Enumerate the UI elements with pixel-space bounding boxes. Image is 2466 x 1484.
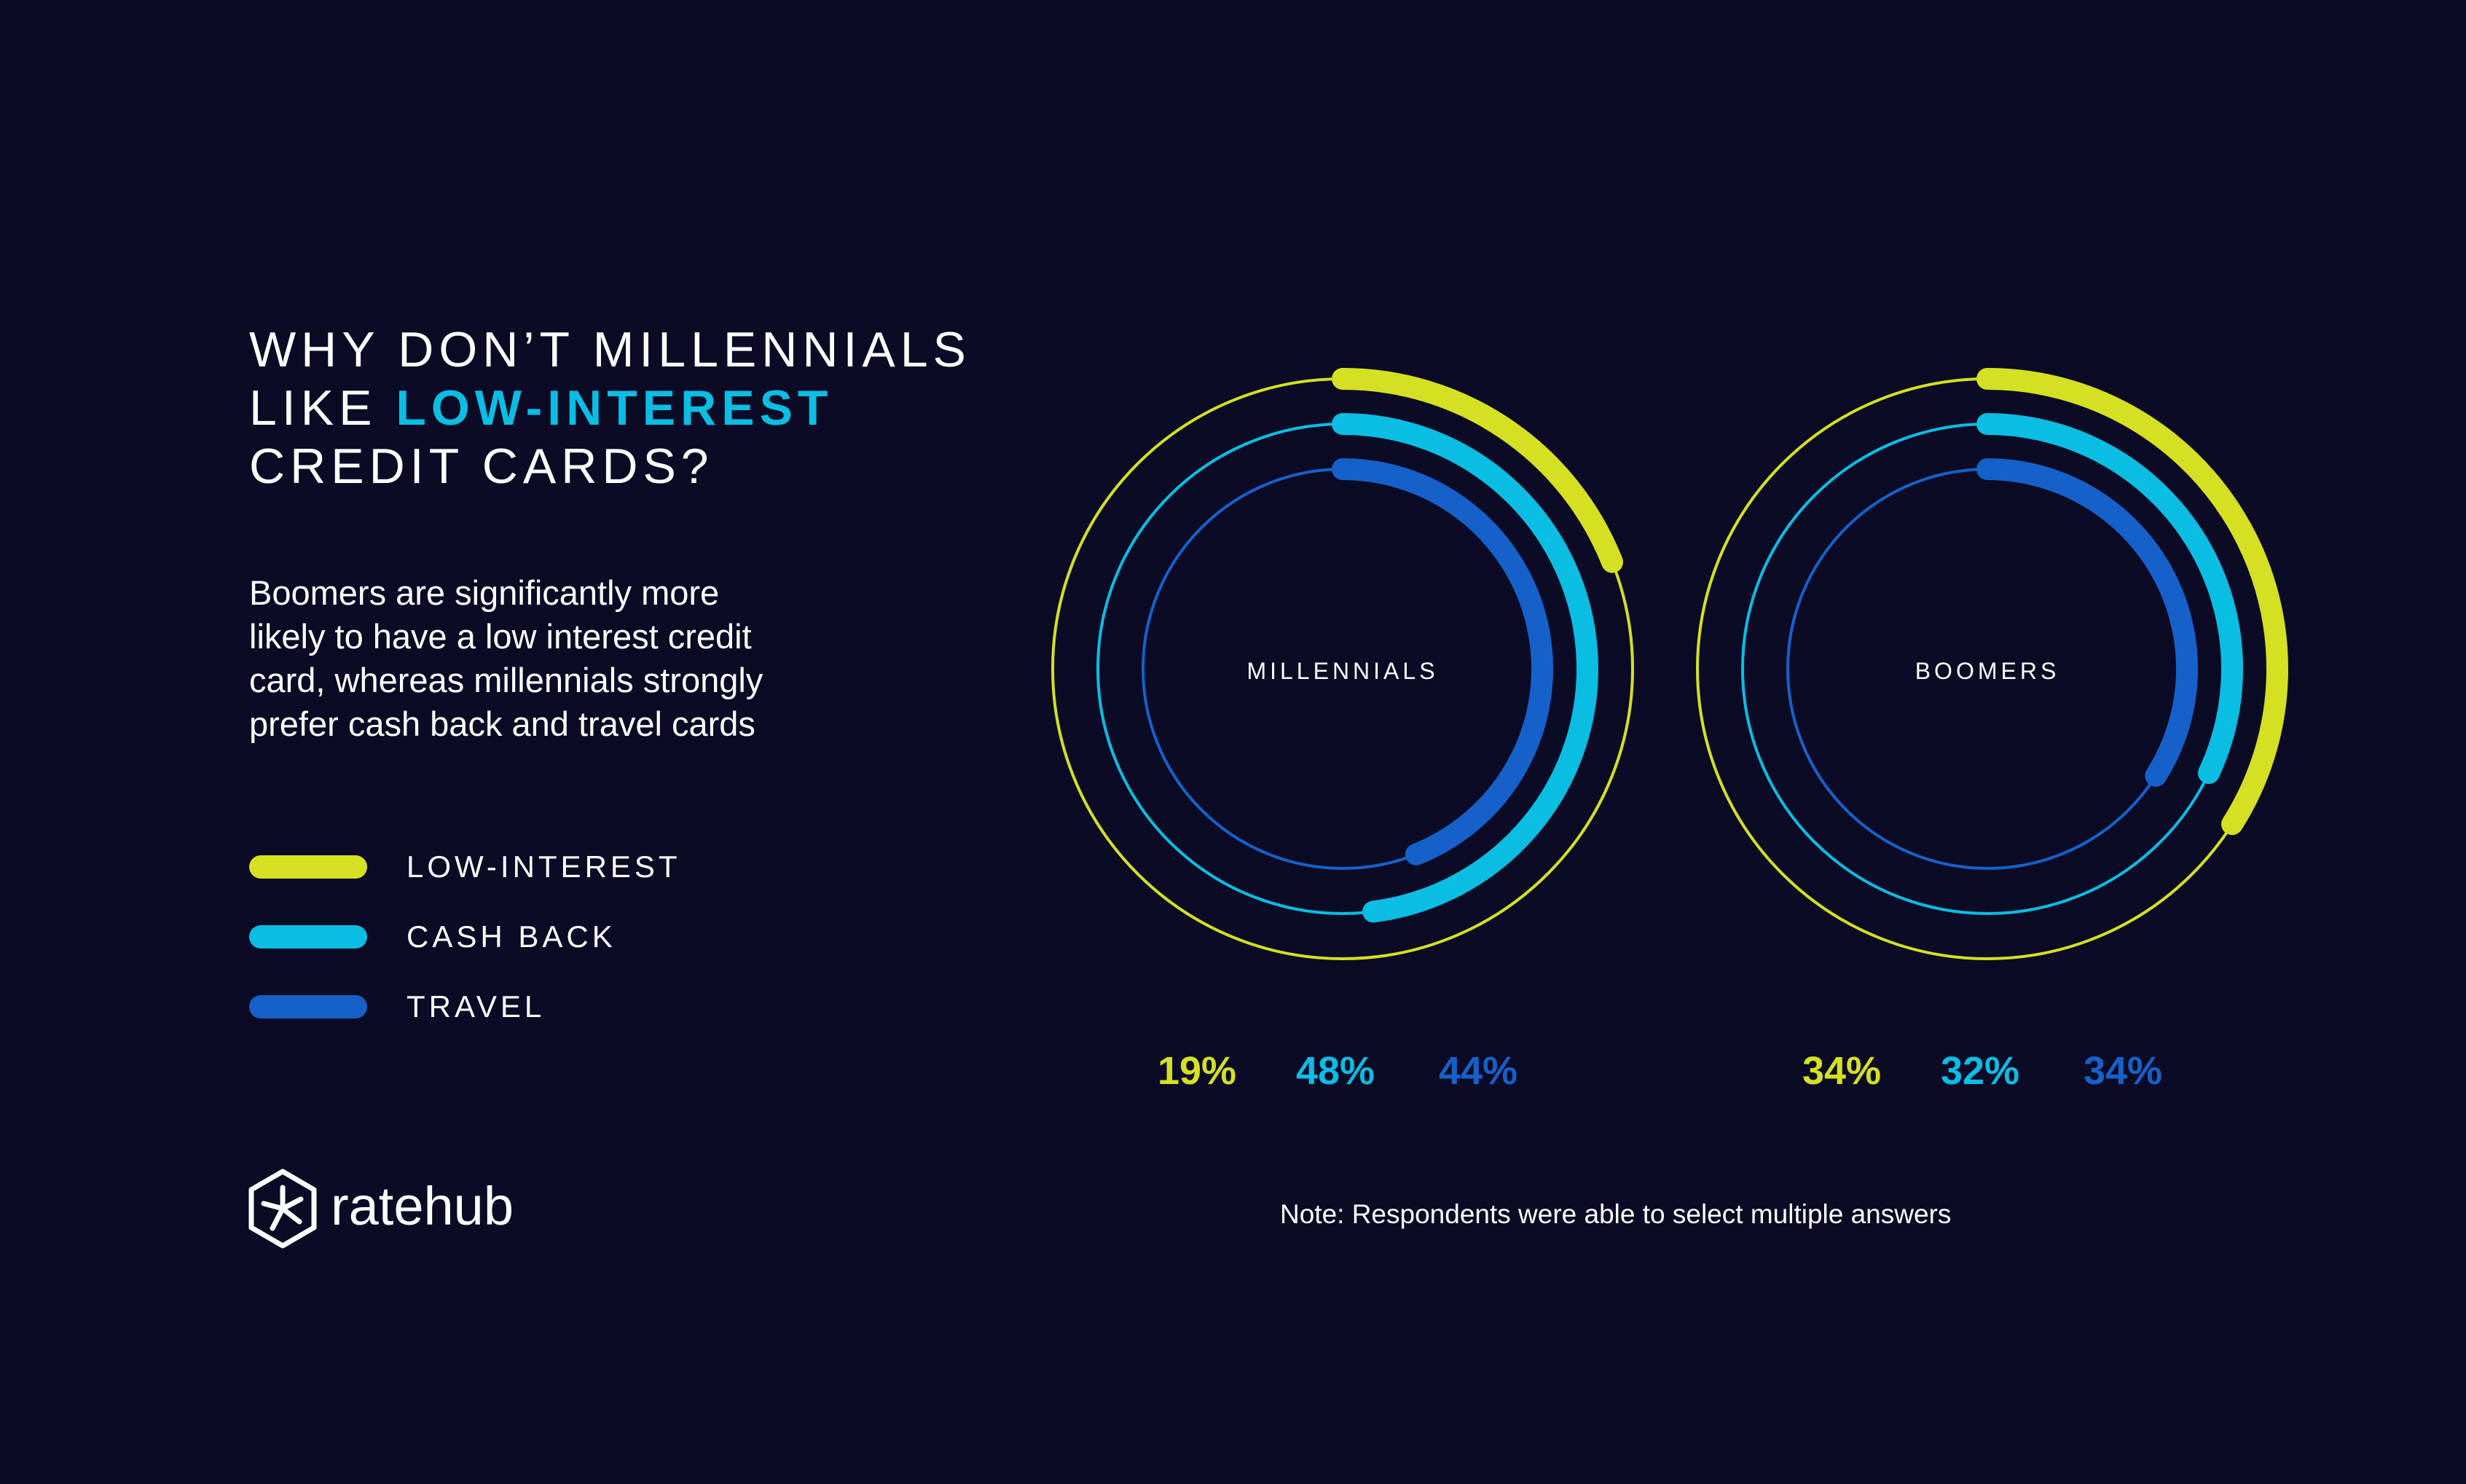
title-line-1: WHY DON’T MILLENNIALS [249,322,971,377]
value-label-millennials-cash-back: 48% [1295,1049,1375,1093]
legend-swatch-travel [249,995,367,1018]
legend-label-cash-back: CASH BACK [407,919,616,954]
legend-label-travel: TRAVEL [407,989,546,1024]
title-line-2-prefix: LIKE [249,380,396,436]
arc-boomers-travel [1976,458,2198,787]
hexagon-asterisk-icon [248,1169,317,1249]
page-title: WHY DON’T MILLENNIALS LIKE LOW-INTEREST … [249,321,971,495]
subtitle-line-2: likely to have a low interest credit [249,617,752,656]
subtitle-line-3: card, whereas millennials strongly [249,661,763,699]
title-highlight: LOW-INTEREST [396,380,833,436]
arc-boomers-low-interest [1976,368,2288,836]
subtitle-line-1: Boomers are significantly more [249,573,720,612]
subtitle: Boomers are significantly more likely to… [249,571,905,746]
legend-label-low-interest: LOW-INTEREST [407,849,681,884]
value-label-boomers-cash-back: 32% [1940,1049,2020,1093]
value-label-boomers-travel: 34% [2083,1049,2163,1093]
arc-boomers-cash-back [1976,413,2243,785]
brand-name: ratehub [331,1176,514,1236]
value-label-millennials-travel: 44% [1438,1049,1518,1093]
value-label-millennials-low-interest: 19% [1157,1049,1237,1093]
legend-swatch-cash-back [249,925,367,949]
center-label-boomers: BOOMERS [1915,658,2060,684]
subtitle-line-4: prefer cash back and travel cards [249,704,755,743]
value-label-boomers-low-interest: 34% [1802,1049,1882,1093]
arc-millennials-cash-back [1332,413,1598,923]
title-line-3: CREDIT CARDS? [249,439,714,494]
arc-millennials-travel [1332,458,1553,865]
arc-millennials-low-interest [1332,368,1624,573]
footnote: Note: Respondents were able to select mu… [1280,1199,1952,1229]
center-label-millennials: MILLENNIALS [1246,658,1438,684]
legend-swatch-low-interest [249,855,367,879]
